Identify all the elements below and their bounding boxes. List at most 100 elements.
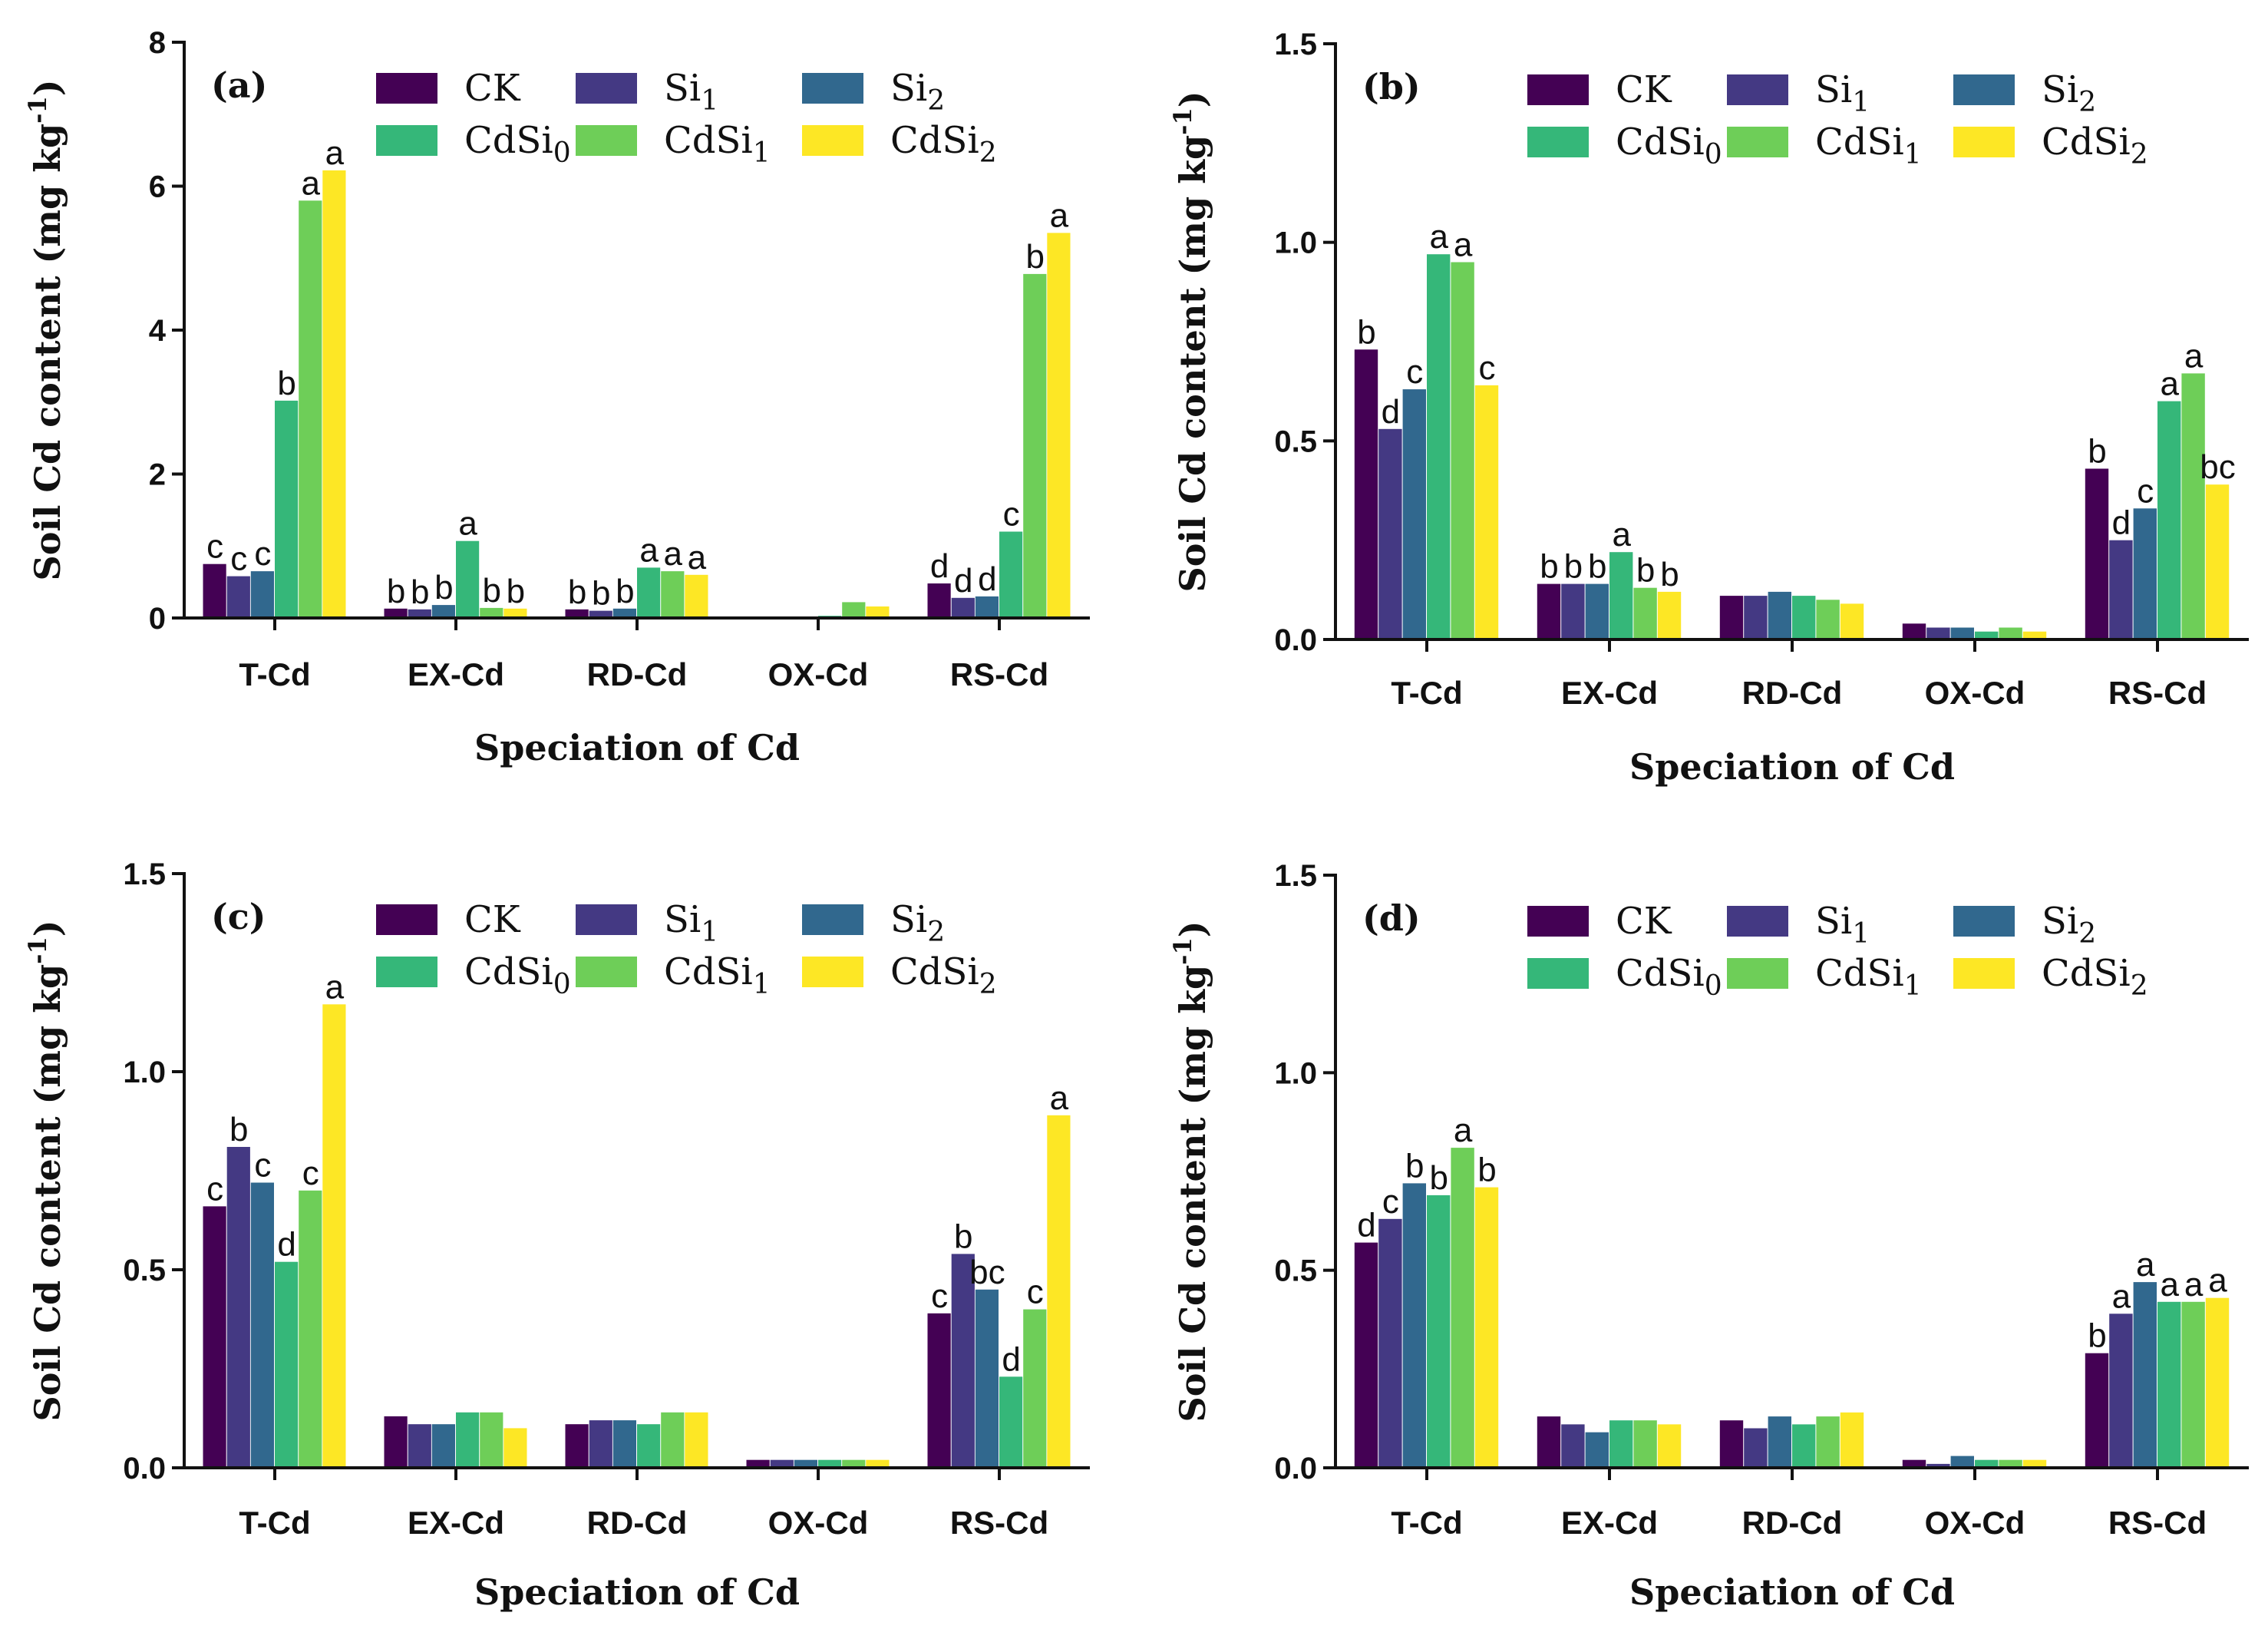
significance-letter: b xyxy=(1540,548,1558,586)
bar-CdSi0-EX-Cd xyxy=(456,1412,480,1468)
panel-label: (c) xyxy=(211,896,266,937)
bar-Si1-RD-Cd xyxy=(589,1420,612,1468)
significance-letter: b xyxy=(1477,1152,1496,1189)
bar-CK-EX-Cd xyxy=(1537,583,1561,639)
bar-CdSi0-T-Cd xyxy=(275,1261,299,1468)
significance-letter: a xyxy=(325,134,345,172)
y-axis-title: Soil Cd content (mg kg-1) xyxy=(1168,91,1213,593)
bar-CdSi1-OX-Cd xyxy=(842,602,866,618)
bar-CdSi0-RD-Cd xyxy=(1792,1424,1816,1468)
legend-swatch-CdSi2 xyxy=(802,957,863,987)
x-tick-label: T-Cd xyxy=(1391,1505,1462,1541)
bar-CdSi1-EX-Cd xyxy=(1633,587,1657,639)
y-tick-label: 6 xyxy=(149,170,166,204)
significance-letter: a xyxy=(2184,337,2204,375)
x-tick-label: RS-Cd xyxy=(950,1505,1048,1541)
x-tick-label: OX-Cd xyxy=(1925,1505,2025,1541)
significance-letter: b xyxy=(434,569,453,606)
bar-CK-EX-Cd xyxy=(1537,1416,1561,1468)
bar-CdSi0-T-Cd xyxy=(275,400,299,618)
legend-swatch-CdSi0 xyxy=(376,957,437,987)
bar-Si2-RD-Cd xyxy=(1768,1416,1791,1468)
significance-letter: a xyxy=(688,539,707,577)
y-tick-label: 0.5 xyxy=(1274,425,1317,458)
significance-letter: b xyxy=(482,572,500,610)
legend-label-Si2: Si2 xyxy=(890,898,945,948)
bar-Si2-RS-Cd xyxy=(975,1289,999,1468)
significance-letter: b xyxy=(1588,548,1606,586)
bar-CdSi2-RS-Cd xyxy=(1047,233,1071,618)
y-tick-label: 0.5 xyxy=(123,1254,166,1287)
y-tick-label: 8 xyxy=(149,26,166,60)
bar-Si2-RD-Cd xyxy=(612,608,636,618)
significance-letter: c xyxy=(2137,472,2154,510)
legend-swatch-Si2 xyxy=(1953,906,2015,937)
x-tick-label: OX-Cd xyxy=(768,1505,869,1541)
legend-label-Si1: Si1 xyxy=(664,898,718,948)
bar-CdSi0-EX-Cd xyxy=(1609,552,1633,639)
significance-letter: a xyxy=(1612,516,1631,553)
legend-label-CdSi0: CdSi0 xyxy=(1616,121,1722,170)
x-axis-title: Speciation of Cd xyxy=(1629,746,1955,788)
significance-letter: d xyxy=(1357,1207,1375,1244)
legend-label-CdSi0: CdSi0 xyxy=(464,950,571,1000)
y-tick-label: 1.5 xyxy=(1274,28,1317,61)
bar-CdSi1-EX-Cd xyxy=(480,1412,503,1468)
legend-swatch-CdSi0 xyxy=(1527,958,1589,989)
bar-Si2-EX-Cd xyxy=(431,1424,455,1468)
legend-swatch-Si1 xyxy=(576,73,637,104)
bar-Si2-OX-Cd xyxy=(1950,627,1974,639)
bar-Si2-T-Cd xyxy=(250,571,274,618)
y-tick-label: 0.0 xyxy=(1274,623,1317,657)
significance-letter: c xyxy=(1382,1183,1399,1221)
y-tick-label: 0 xyxy=(149,602,166,636)
bar-Si2-OX-Cd xyxy=(794,1459,817,1468)
bar-CdSi0-RS-Cd xyxy=(999,1376,1023,1468)
significance-letter: b xyxy=(2088,433,2106,471)
legend-label-Si1: Si1 xyxy=(664,67,718,117)
bar-CK-T-Cd xyxy=(1354,349,1378,639)
y-tick-label: 4 xyxy=(149,314,167,348)
y-tick-label: 1.0 xyxy=(1274,1056,1317,1090)
bar-CdSi2-RS-Cd xyxy=(1047,1115,1071,1468)
significance-letter: d xyxy=(954,562,972,600)
bar-CdSi2-EX-Cd xyxy=(1657,1424,1682,1468)
legend-label-Si1: Si1 xyxy=(1815,68,1870,118)
legend-swatch-CdSi2 xyxy=(1953,127,2015,157)
bar-CdSi1-OX-Cd xyxy=(1999,627,2022,639)
significance-letter: b xyxy=(387,573,405,610)
y-axis-title: Soil Cd content (mg kg-1) xyxy=(23,80,68,581)
bar-CK-RS-Cd xyxy=(2085,1353,2109,1468)
bar-CdSi0-T-Cd xyxy=(1427,1195,1451,1468)
bar-CdSi2-RD-Cd xyxy=(685,1412,708,1468)
bar-CK-EX-Cd xyxy=(384,608,408,618)
significance-letter: c xyxy=(302,1155,319,1192)
bar-Si1-RS-Cd xyxy=(2109,1314,2133,1468)
legend-swatch-CdSi0 xyxy=(1527,127,1589,157)
bar-CdSi2-RD-Cd xyxy=(1840,1412,1864,1468)
bar-Si2-T-Cd xyxy=(1402,1183,1426,1468)
bar-CdSi1-T-Cd xyxy=(1451,262,1474,639)
x-tick-label: RD-Cd xyxy=(587,656,688,692)
legend-label-CdSi2: CdSi2 xyxy=(2042,121,2148,170)
legend-label-CK: CK xyxy=(464,898,521,941)
significance-letter: b xyxy=(954,1218,972,1255)
bar-Si1-T-Cd xyxy=(226,1147,250,1468)
legend-swatch-CK xyxy=(376,904,437,935)
bar-CdSi1-RS-Cd xyxy=(1023,273,1047,618)
bar-CK-RS-Cd xyxy=(927,1313,951,1468)
bar-CK-RS-Cd xyxy=(927,583,951,618)
significance-letter: b xyxy=(1660,556,1679,593)
x-tick-label: OX-Cd xyxy=(1925,675,2025,711)
bar-Si1-RS-Cd xyxy=(951,597,975,619)
significance-letter: a xyxy=(1050,197,1069,234)
significance-letter: d xyxy=(930,547,949,585)
significance-letter: b xyxy=(1405,1147,1424,1185)
bar-CK-OX-Cd xyxy=(1902,623,1926,639)
legend-swatch-Si2 xyxy=(1953,74,2015,105)
significance-letter: a xyxy=(2160,1266,2179,1304)
bar-CdSi0-EX-Cd xyxy=(456,540,480,618)
significance-letter: b xyxy=(507,573,525,610)
significance-letter: b xyxy=(2088,1317,2106,1355)
